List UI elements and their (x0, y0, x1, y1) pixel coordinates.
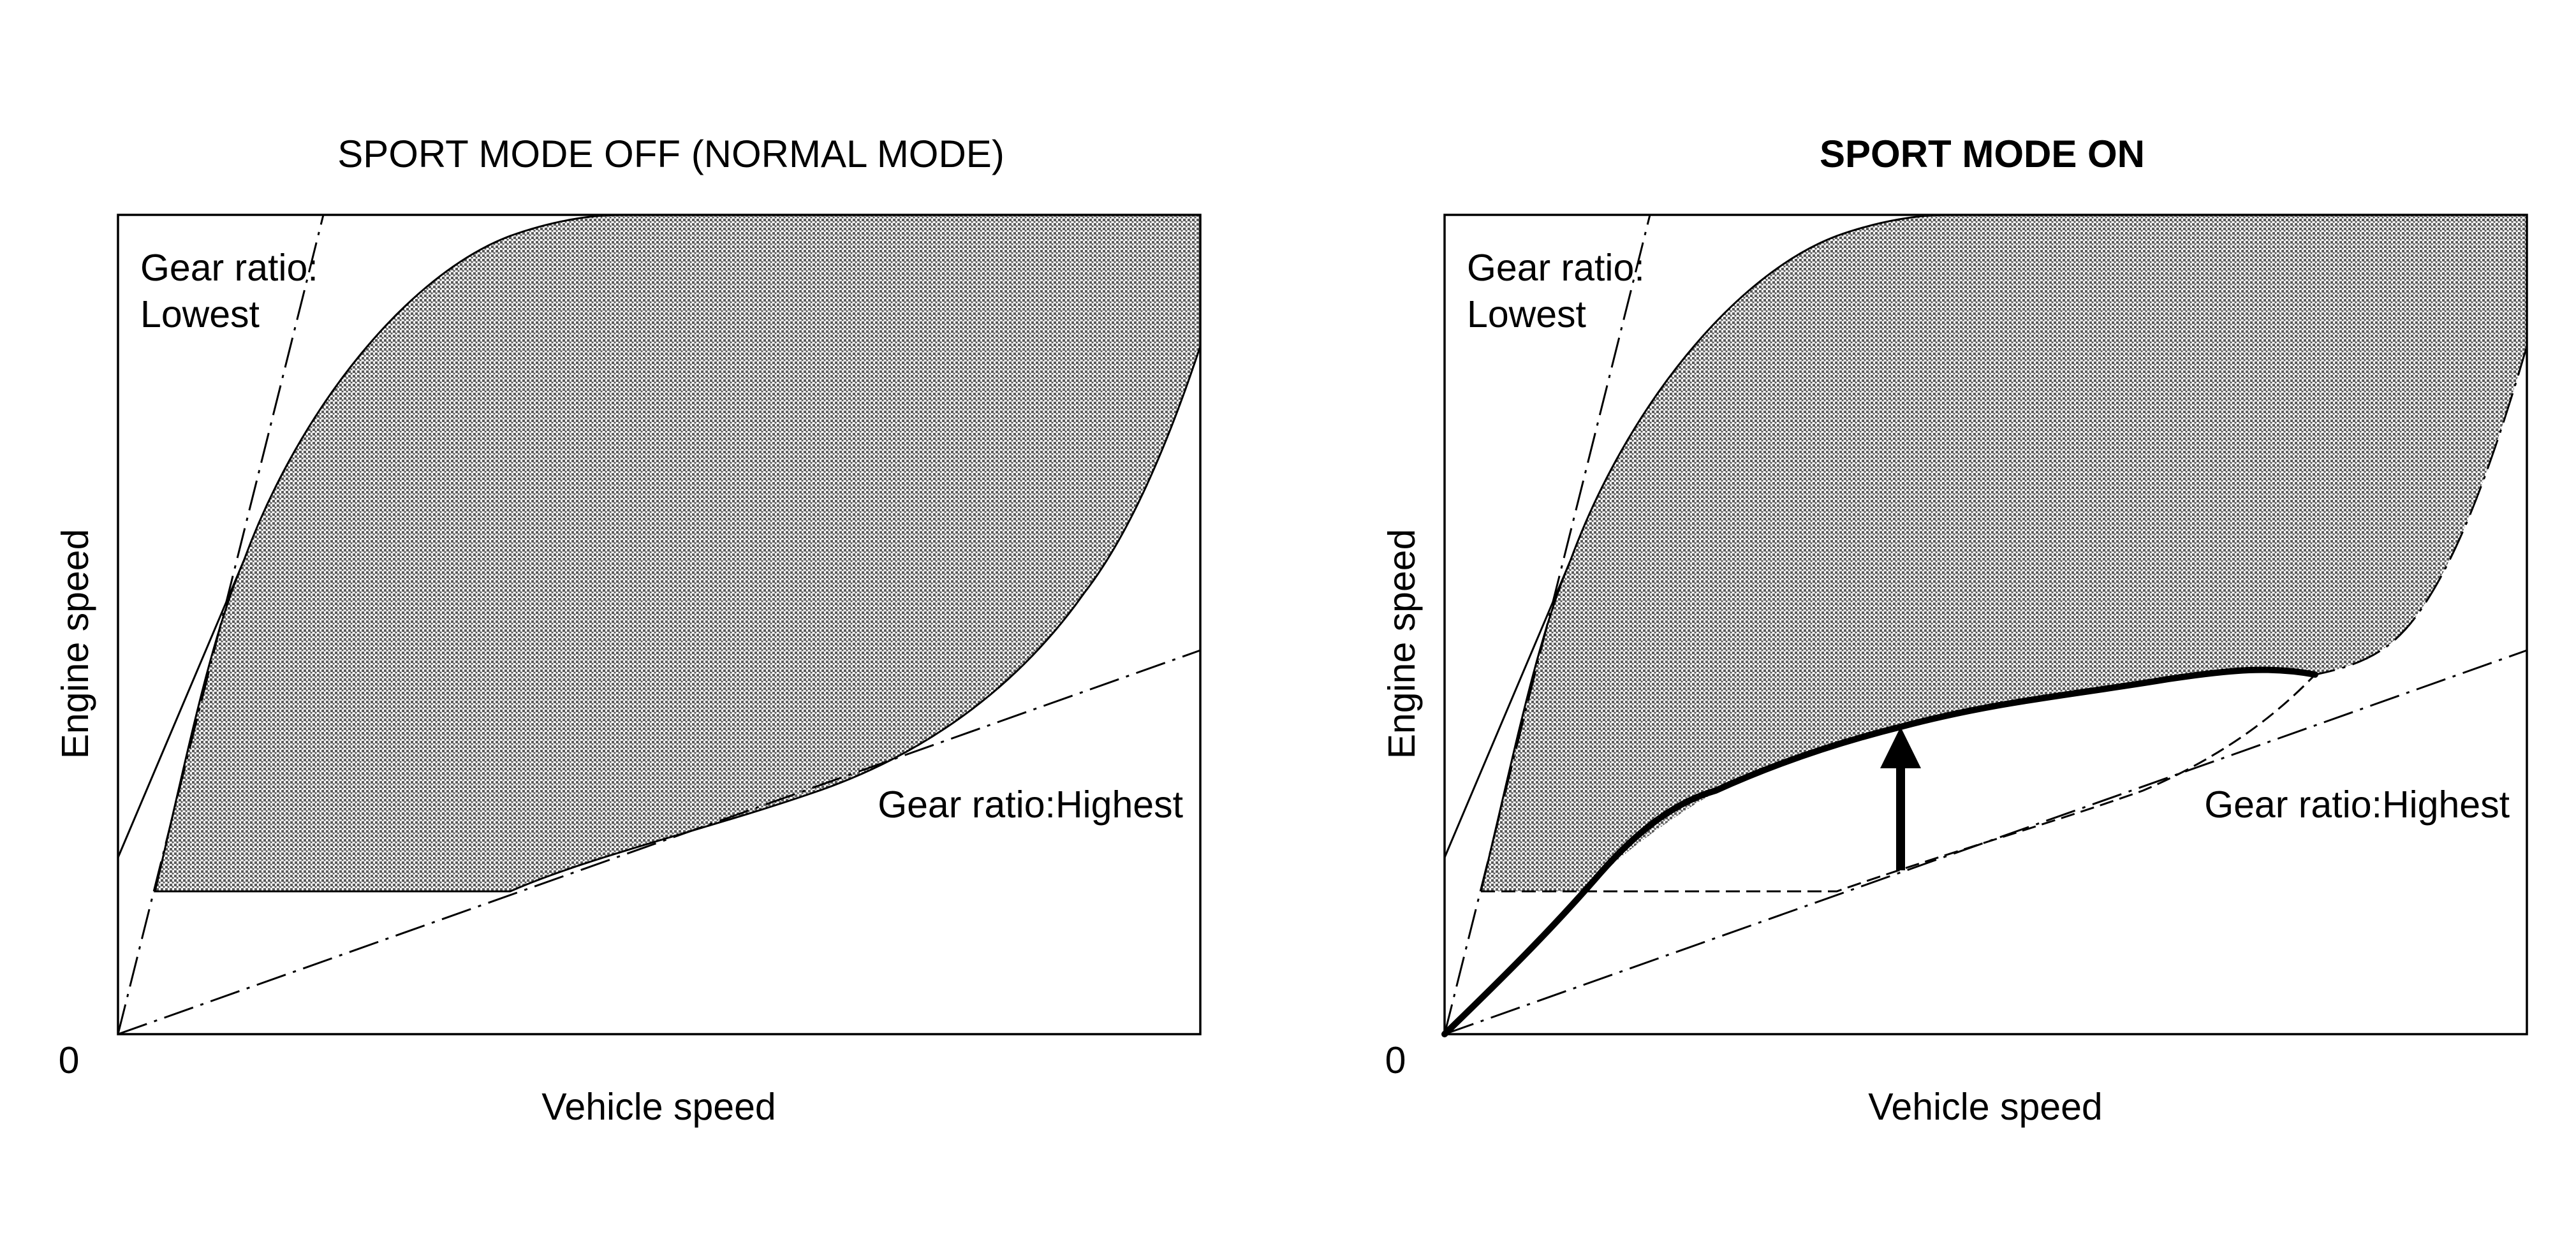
origin-label: 0 (1385, 1039, 1406, 1081)
y-axis-label: Engine speed (1381, 529, 1423, 759)
x-axis-label: Vehicle speed (1868, 1086, 2102, 1128)
plot-frame (1443, 214, 2528, 1035)
normal-mode-boundary-dashed (1481, 673, 2316, 893)
lowest-gear-label-line2: Lowest (140, 293, 260, 335)
lowest-gear-label-line2: Lowest (1467, 293, 1586, 335)
shift-region (1481, 215, 2527, 891)
lowest-gear-ratio-line (1443, 214, 1651, 1035)
shift-up-arrow-head (1880, 727, 1921, 768)
origin-label: 0 (59, 1039, 80, 1081)
sport-mode-boundary (1441, 666, 2318, 1037)
plot-frame (117, 214, 1202, 1035)
highest-gear-ratio-line (1444, 649, 2528, 1035)
highest-gear-label: Gear ratio:Highest (2204, 784, 2510, 826)
right-edge-boundary (2315, 346, 2528, 676)
lowest-gear-label-line1: Gear ratio: (140, 247, 318, 289)
panel-sport-mode: SPORT MODE ON Gear ratio: Lowest Gear ra… (1381, 133, 2528, 1128)
panel-normal-mode: SPORT MODE OFF (NORMAL MODE) Gear ratio:… (54, 133, 1202, 1128)
lowest-gear-ratio-line (117, 214, 325, 1035)
lowest-gear-label-line1: Gear ratio: (1467, 247, 1645, 289)
highest-gear-ratio-line (117, 649, 1201, 1035)
x-axis-label: Vehicle speed (541, 1086, 776, 1128)
wot-boundary-line (117, 560, 245, 858)
upper-boundary (1569, 214, 1949, 562)
panel-title: SPORT MODE ON (1820, 133, 2145, 175)
highest-gear-label: Gear ratio:Highest (878, 784, 1183, 826)
panel-title: SPORT MODE OFF (NORMAL MODE) (337, 133, 1005, 175)
y-axis-label: Engine speed (54, 529, 96, 759)
wot-boundary-line (1443, 560, 1571, 858)
